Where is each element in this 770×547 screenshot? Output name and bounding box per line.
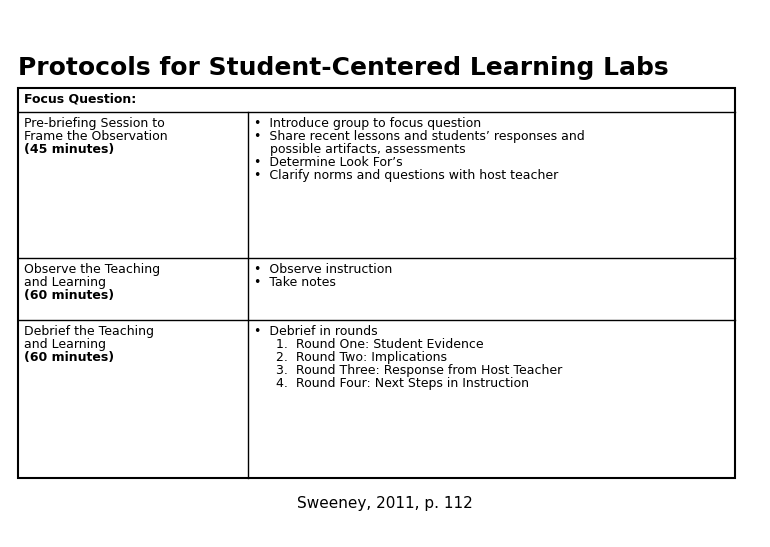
- Text: (45 minutes): (45 minutes): [24, 143, 114, 156]
- Text: Pre-briefing Session to: Pre-briefing Session to: [24, 117, 165, 130]
- Text: and Learning: and Learning: [24, 276, 106, 289]
- Text: •  Take notes: • Take notes: [254, 276, 336, 289]
- Text: and Learning: and Learning: [24, 338, 106, 351]
- Text: •  Introduce group to focus question: • Introduce group to focus question: [254, 117, 481, 130]
- Bar: [18, 88, 735, 478]
- Text: •  Determine Look For’s: • Determine Look For’s: [254, 156, 403, 169]
- Text: Sweeney, 2011, p. 112: Sweeney, 2011, p. 112: [297, 496, 473, 511]
- Text: Protocols for Student-Centered Learning Labs: Protocols for Student-Centered Learning …: [18, 56, 668, 80]
- Text: 2.  Round Two: Implications: 2. Round Two: Implications: [276, 351, 447, 364]
- Text: 3.  Round Three: Response from Host Teacher: 3. Round Three: Response from Host Teach…: [276, 364, 562, 377]
- Text: Focus Question:: Focus Question:: [24, 93, 136, 106]
- Text: Observe the Teaching: Observe the Teaching: [24, 263, 160, 276]
- Text: •  Share recent lessons and students’ responses and: • Share recent lessons and students’ res…: [254, 130, 584, 143]
- Text: •  Clarify norms and questions with host teacher: • Clarify norms and questions with host …: [254, 169, 558, 182]
- Text: possible artifacts, assessments: possible artifacts, assessments: [254, 143, 466, 156]
- Text: 1.  Round One: Student Evidence: 1. Round One: Student Evidence: [276, 338, 484, 351]
- Text: 4.  Round Four: Next Steps in Instruction: 4. Round Four: Next Steps in Instruction: [276, 377, 529, 390]
- Text: (60 minutes): (60 minutes): [24, 351, 114, 364]
- Text: Frame the Observation: Frame the Observation: [24, 130, 168, 143]
- Text: •  Observe instruction: • Observe instruction: [254, 263, 392, 276]
- Text: Debrief the Teaching: Debrief the Teaching: [24, 325, 154, 338]
- Text: (60 minutes): (60 minutes): [24, 289, 114, 302]
- Text: •  Debrief in rounds: • Debrief in rounds: [254, 325, 377, 338]
